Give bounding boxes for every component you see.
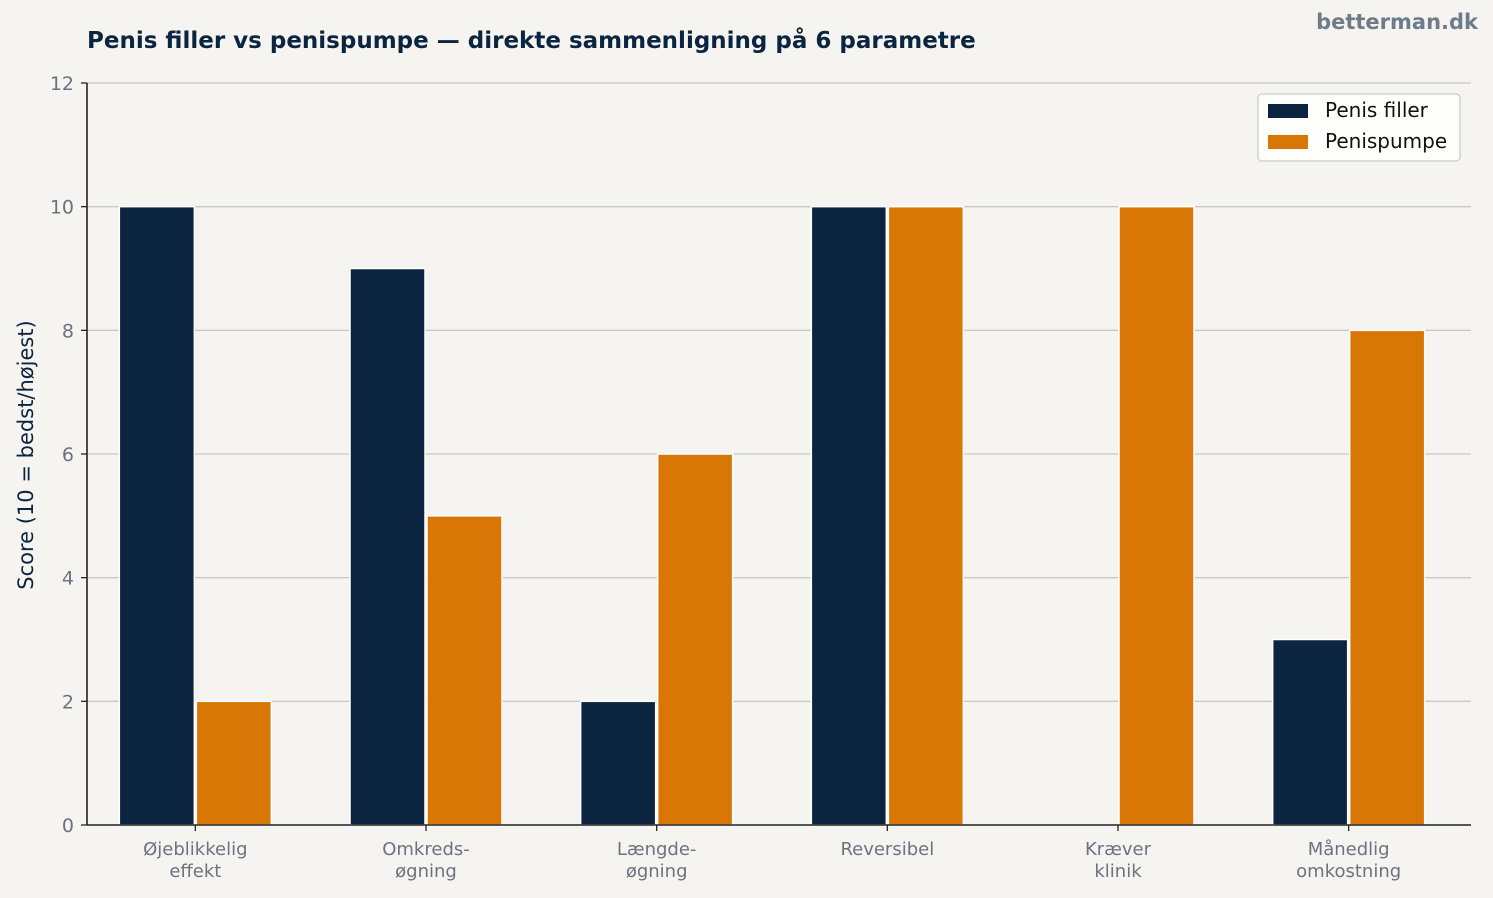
chart-title: Penis filler vs penispumpe — direkte sam… <box>87 28 976 54</box>
legend: Penis filler Penispumpe <box>1257 93 1461 162</box>
x-tick-label: Reversibel <box>840 839 934 860</box>
x-tick-label: Månedlig omkostning <box>1296 839 1401 882</box>
x-tick-label: Længde-øgning <box>617 839 697 882</box>
x-tick-label-line: øgning <box>395 861 457 882</box>
legend-swatch <box>1268 104 1308 118</box>
x-ticks: Øjeblikkelig effektOmkreds-øgningLængde-ø… <box>143 825 1401 882</box>
x-tick-label-line: Kræver <box>1085 839 1152 860</box>
legend-box <box>1257 93 1461 162</box>
bar <box>579 700 657 826</box>
legend-label: Penis filler <box>1325 98 1429 122</box>
y-tick-label: 4 <box>62 568 74 590</box>
y-tick-label: 8 <box>62 320 74 342</box>
bar <box>810 205 888 826</box>
bar <box>1271 638 1349 826</box>
x-tick-label: Omkreds-øgning <box>382 839 470 882</box>
y-tick-label: 2 <box>62 691 74 713</box>
x-tick-label: Øjeblikkelig effekt <box>143 839 247 882</box>
y-tick-label: 6 <box>62 444 74 466</box>
y-tick-label: 10 <box>50 197 74 219</box>
x-tick-label-line: Månedlig <box>1308 839 1390 860</box>
x-tick-label-line: Øjeblikkelig <box>143 839 247 860</box>
x-tick-label-line: omkostning <box>1296 861 1401 882</box>
legend-label: Penispumpe <box>1325 129 1447 153</box>
x-tick-label-line: Længde- <box>617 839 697 860</box>
x-tick-label-line: effekt <box>169 861 221 882</box>
legend-swatch <box>1268 135 1308 149</box>
bar <box>349 267 426 826</box>
bar <box>195 700 273 826</box>
bar <box>1348 329 1426 826</box>
grid-lines <box>87 82 1471 702</box>
y-ticks: 0 2 4 6 8 10 12 <box>50 73 87 837</box>
x-tick-label-line: klinik <box>1094 861 1142 882</box>
bar <box>426 515 503 826</box>
y-tick-label: 0 <box>62 815 74 837</box>
bar <box>118 205 196 826</box>
bar <box>656 453 734 826</box>
x-tick-label-line: Omkreds- <box>382 839 470 860</box>
bar <box>887 205 965 826</box>
y-tick-label: 12 <box>50 73 74 95</box>
y-axis-label: Score (10 = bedst/højest) <box>14 320 38 589</box>
x-tick-label-line: Reversibel <box>840 839 934 860</box>
watermark: betterman.dk <box>1316 10 1478 34</box>
bars-group <box>118 205 1426 826</box>
x-tick-label: Kræver klinik <box>1085 839 1152 882</box>
bar <box>1118 205 1195 826</box>
x-tick-label-line: øgning <box>626 861 688 882</box>
